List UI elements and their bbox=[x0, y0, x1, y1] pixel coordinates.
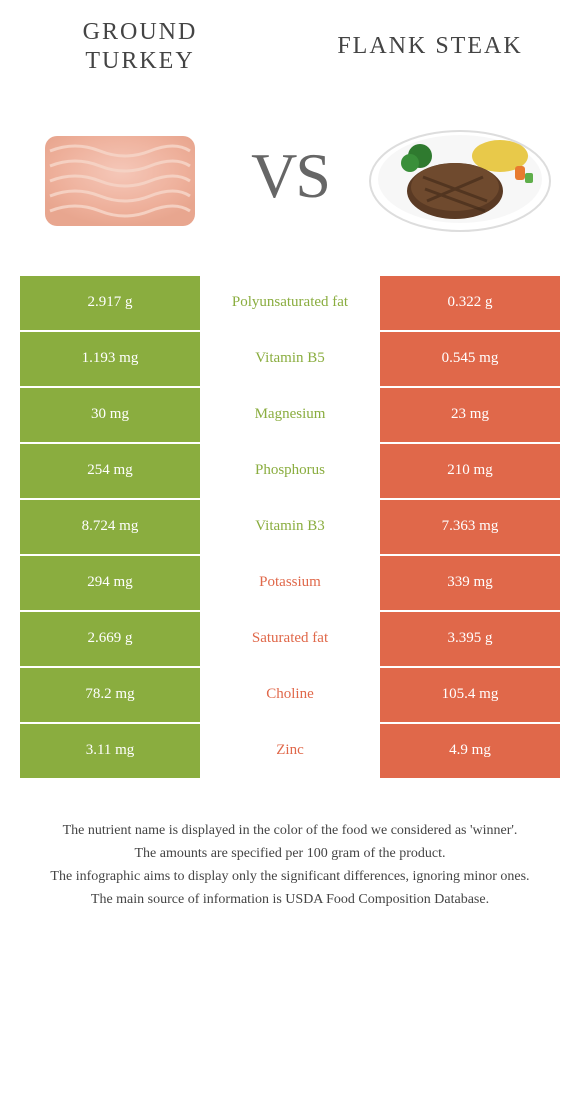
table-row: 254 mgPhosphorus210 mg bbox=[20, 444, 560, 498]
cell-nutrient-label: Phosphorus bbox=[200, 444, 380, 498]
table-row: 294 mgPotassium339 mg bbox=[20, 556, 560, 610]
footer-line: The main source of information is USDA F… bbox=[20, 889, 560, 910]
title-left-line2: TURKEY bbox=[40, 47, 240, 76]
cell-right-value: 0.545 mg bbox=[380, 332, 560, 386]
cell-nutrient-label: Zinc bbox=[200, 724, 380, 778]
vs-label: VS bbox=[251, 139, 329, 213]
cell-right-value: 339 mg bbox=[380, 556, 560, 610]
table-row: 2.669 gSaturated fat3.395 g bbox=[20, 612, 560, 666]
cell-left-value: 2.669 g bbox=[20, 612, 200, 666]
table-row: 2.917 gPolyunsaturated fat0.322 g bbox=[20, 276, 560, 330]
table-row: 3.11 mgZinc4.9 mg bbox=[20, 724, 560, 778]
title-left: GROUND TURKEY bbox=[40, 18, 240, 76]
footer-line: The amounts are specified per 100 gram o… bbox=[20, 843, 560, 864]
header: GROUND TURKEY FLANK STEAK bbox=[0, 0, 580, 86]
table-row: 1.193 mgVitamin B50.545 mg bbox=[20, 332, 560, 386]
flank-steak-icon bbox=[365, 111, 555, 241]
cell-left-value: 294 mg bbox=[20, 556, 200, 610]
cell-left-value: 254 mg bbox=[20, 444, 200, 498]
cell-nutrient-label: Vitamin B3 bbox=[200, 500, 380, 554]
title-right: FLANK STEAK bbox=[320, 32, 540, 61]
cell-nutrient-label: Polyunsaturated fat bbox=[200, 276, 380, 330]
title-left-line1: GROUND bbox=[40, 18, 240, 47]
cell-nutrient-label: Saturated fat bbox=[200, 612, 380, 666]
cell-left-value: 2.917 g bbox=[20, 276, 200, 330]
footer-line: The infographic aims to display only the… bbox=[20, 866, 560, 887]
cell-left-value: 3.11 mg bbox=[20, 724, 200, 778]
cell-right-value: 4.9 mg bbox=[380, 724, 560, 778]
cell-nutrient-label: Vitamin B5 bbox=[200, 332, 380, 386]
cell-left-value: 78.2 mg bbox=[20, 668, 200, 722]
footer-line: The nutrient name is displayed in the co… bbox=[20, 820, 560, 841]
table-row: 78.2 mgCholine105.4 mg bbox=[20, 668, 560, 722]
comparison-table: 2.917 gPolyunsaturated fat0.322 g1.193 m… bbox=[0, 276, 580, 778]
cell-nutrient-label: Choline bbox=[200, 668, 380, 722]
flank-steak-image bbox=[360, 96, 560, 256]
table-row: 8.724 mgVitamin B37.363 mg bbox=[20, 500, 560, 554]
footer-notes: The nutrient name is displayed in the co… bbox=[0, 780, 580, 932]
ground-turkey-icon bbox=[25, 106, 215, 246]
hero-row: VS bbox=[0, 86, 580, 276]
table-row: 30 mgMagnesium23 mg bbox=[20, 388, 560, 442]
cell-right-value: 23 mg bbox=[380, 388, 560, 442]
cell-nutrient-label: Potassium bbox=[200, 556, 380, 610]
cell-right-value: 105.4 mg bbox=[380, 668, 560, 722]
cell-left-value: 8.724 mg bbox=[20, 500, 200, 554]
ground-turkey-image bbox=[20, 96, 220, 256]
cell-nutrient-label: Magnesium bbox=[200, 388, 380, 442]
cell-right-value: 210 mg bbox=[380, 444, 560, 498]
cell-right-value: 3.395 g bbox=[380, 612, 560, 666]
cell-right-value: 7.363 mg bbox=[380, 500, 560, 554]
cell-right-value: 0.322 g bbox=[380, 276, 560, 330]
cell-left-value: 30 mg bbox=[20, 388, 200, 442]
cell-left-value: 1.193 mg bbox=[20, 332, 200, 386]
